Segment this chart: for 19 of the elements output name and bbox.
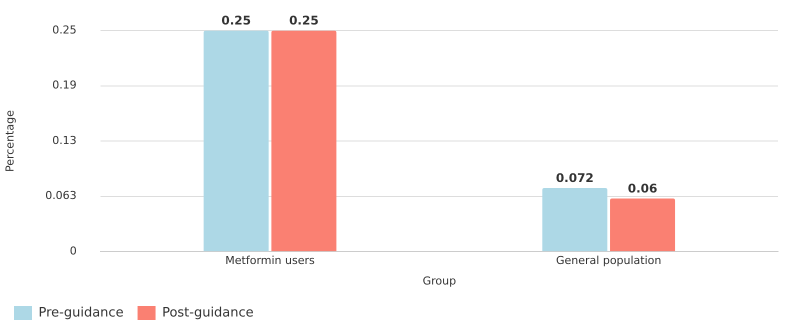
x-axis-title: Group: [422, 274, 456, 288]
x-tick-label: Metformin users: [225, 254, 316, 268]
data-label: 0.25: [289, 14, 319, 28]
y-tick-label: 0.19: [52, 78, 77, 92]
data-label: 0.25: [221, 14, 251, 28]
y-tick-label: 0.13: [52, 134, 77, 147]
y-tick-label: 0.25: [52, 23, 77, 36]
x-tick-label: General population: [556, 254, 662, 268]
y-tick-label: 0.063: [45, 189, 77, 202]
legend-label: Post-guidance: [162, 305, 254, 320]
data-label: 0.072: [556, 171, 594, 186]
legend-label: Pre-guidance: [38, 305, 124, 320]
y-tick-label: 0: [70, 244, 77, 258]
bar: [610, 198, 676, 252]
bar: [271, 30, 336, 252]
bar: [204, 30, 269, 252]
y-axis-title: Percentage: [3, 110, 16, 172]
bar: [542, 188, 608, 252]
data-label: 0.06: [628, 182, 658, 196]
